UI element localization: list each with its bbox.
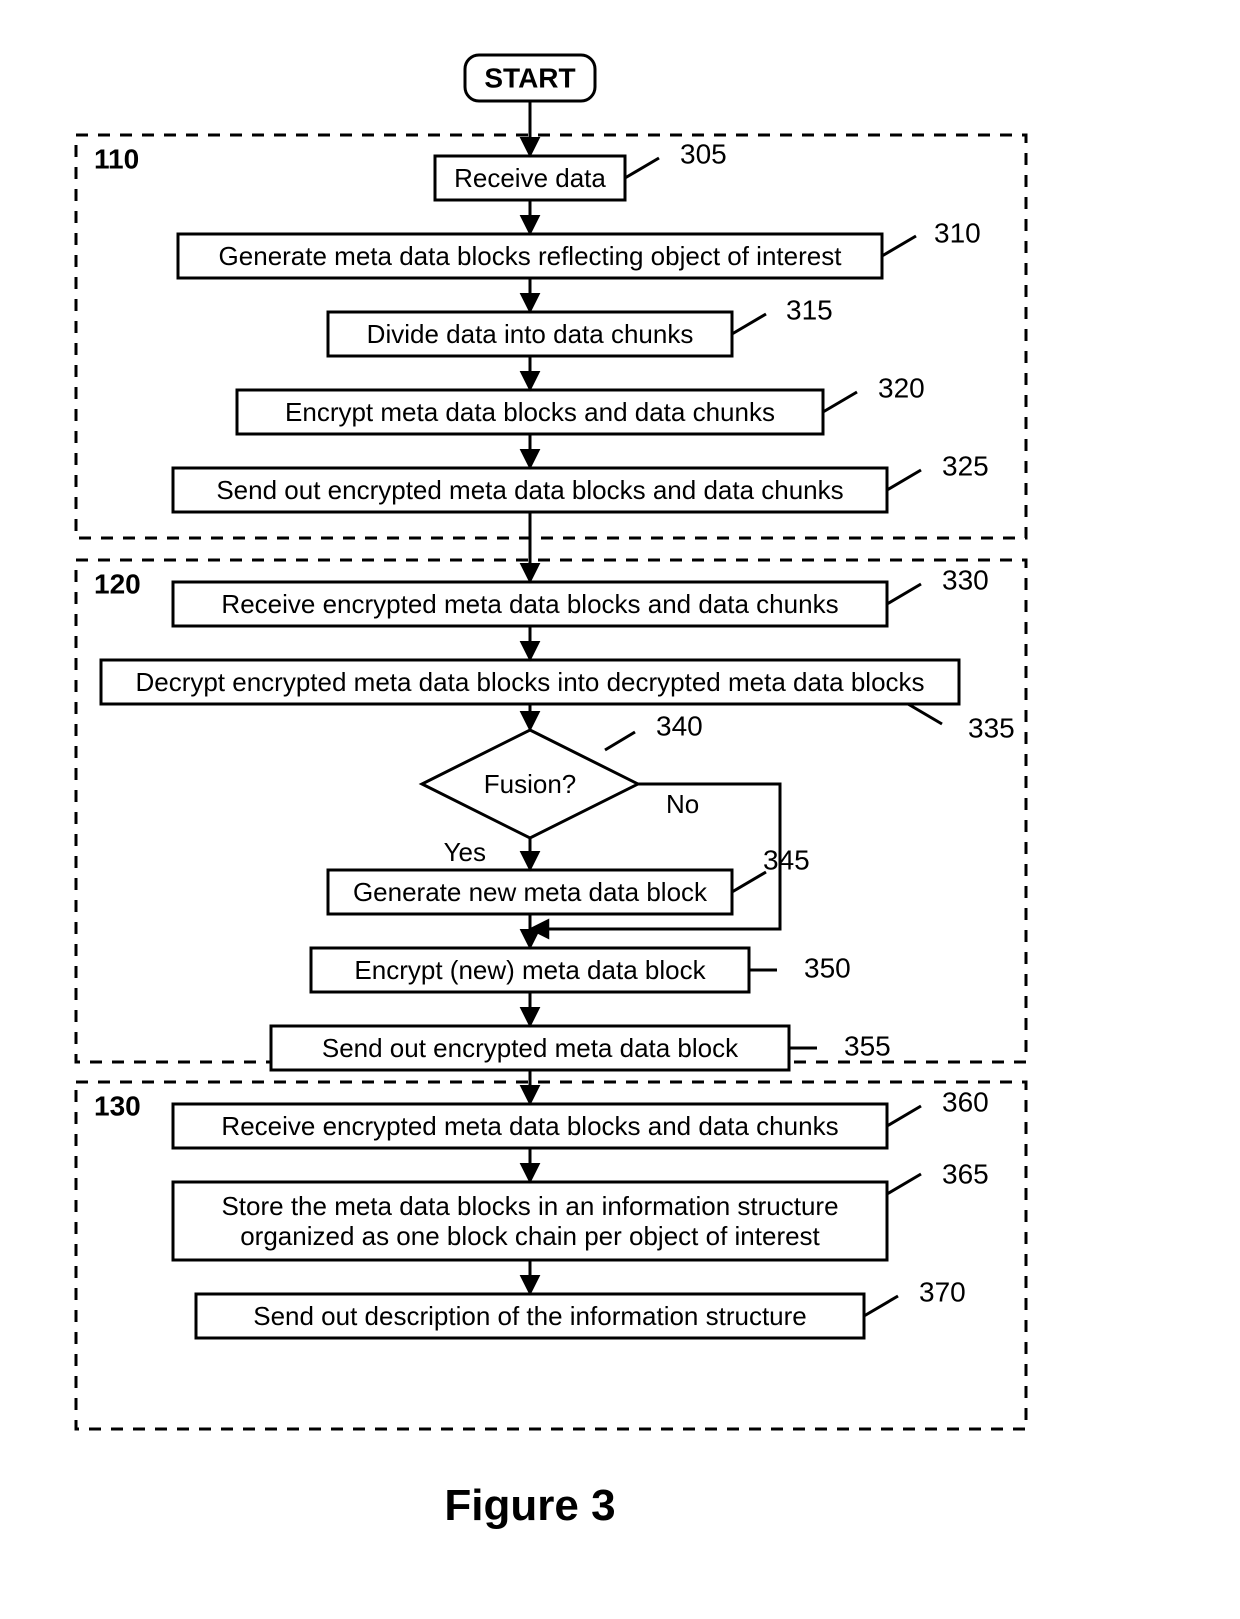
node-360-text: Receive encrypted meta data blocks and d…: [221, 1111, 838, 1141]
ref-315: 315: [786, 294, 833, 325]
ref-tick-340: [605, 732, 635, 750]
ref-360: 360: [942, 1086, 989, 1117]
ref-tick-335: [908, 704, 942, 724]
node-365-text-1: organized as one block chain per object …: [240, 1221, 820, 1251]
ref-tick-360: [887, 1106, 921, 1126]
ref-tick-370: [864, 1296, 898, 1316]
ref-355: 355: [844, 1030, 891, 1061]
ref-320: 320: [878, 372, 925, 403]
ref-305: 305: [680, 138, 727, 169]
ref-365: 365: [942, 1158, 989, 1189]
ref-350: 350: [804, 952, 851, 983]
ref-tick-365: [887, 1174, 921, 1194]
node-365-text-0: Store the meta data blocks in an informa…: [221, 1191, 838, 1221]
flowchart-canvas: 110 120 130 START Receive data 305 Generate me…: [0, 0, 1240, 1619]
decision-yes-label: Yes: [444, 837, 486, 867]
node-370-text: Send out description of the information …: [253, 1301, 807, 1331]
ref-tick-310: [882, 236, 916, 256]
decision-no-label: No: [666, 789, 699, 819]
ref-310: 310: [934, 217, 981, 248]
ref-tick-325: [887, 470, 921, 490]
group-label-110: 110: [94, 143, 139, 174]
node-345-text: Generate new meta data block: [353, 877, 708, 907]
ref-330: 330: [942, 564, 989, 595]
node-305-text: Receive data: [454, 163, 606, 193]
decision-340-label: Fusion?: [484, 769, 577, 799]
ref-tick-315: [732, 314, 766, 334]
node-325-text: Send out encrypted meta data blocks and …: [216, 475, 843, 505]
node-330-text: Receive encrypted meta data blocks and d…: [221, 589, 838, 619]
figure-caption: Figure 3: [444, 1481, 615, 1530]
ref-tick-345: [732, 872, 766, 892]
ref-tick-320: [823, 392, 857, 412]
node-315-text: Divide data into data chunks: [367, 319, 694, 349]
ref-tick-305: [625, 158, 659, 178]
ref-325: 325: [942, 450, 989, 481]
ref-tick-330: [887, 584, 921, 604]
node-350-text: Encrypt (new) meta data block: [354, 955, 706, 985]
ref-345: 345: [763, 844, 810, 875]
group-label-130: 130: [94, 1090, 141, 1121]
ref-340: 340: [656, 710, 703, 741]
node-355-text: Send out encrypted meta data block: [322, 1033, 739, 1063]
node-320-text: Encrypt meta data blocks and data chunks: [285, 397, 775, 427]
node-335-text: Decrypt encrypted meta data blocks into …: [135, 667, 924, 697]
ref-335: 335: [968, 712, 1015, 743]
ref-370: 370: [919, 1276, 966, 1307]
group-label-120: 120: [94, 568, 141, 599]
node-310-text: Generate meta data blocks reflecting obj…: [219, 241, 843, 271]
start-label: START: [484, 62, 575, 93]
